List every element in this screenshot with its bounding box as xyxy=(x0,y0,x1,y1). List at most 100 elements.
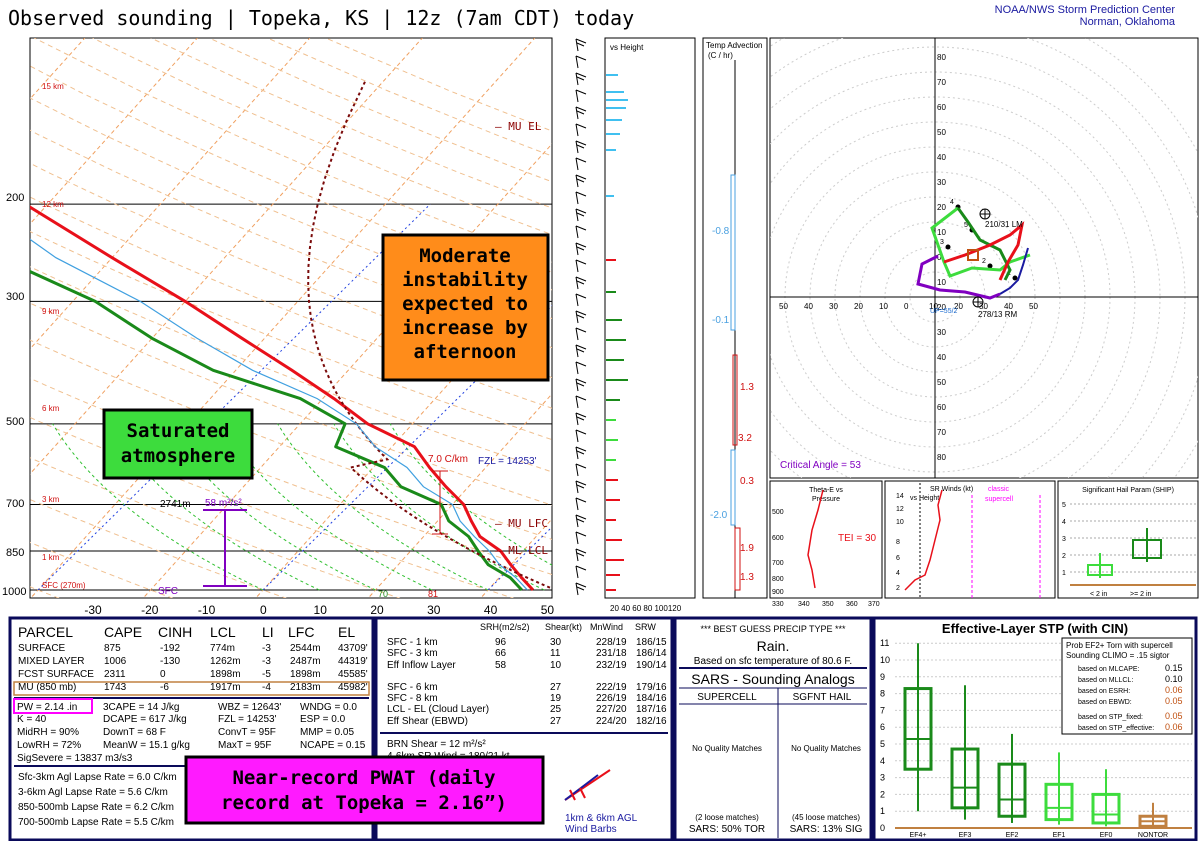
sars-nq-1: No Quality Matches xyxy=(692,744,762,753)
shear-cell: 231/18 xyxy=(596,648,627,659)
mu-row-highlight xyxy=(13,681,370,696)
wind-barb xyxy=(575,225,587,239)
hodograph-frame xyxy=(769,37,1199,479)
barb-flag xyxy=(575,463,587,469)
lapse-850-500: 850-500mb Lapse Rate = 6.2 C/km xyxy=(18,802,174,813)
ship-y-4: 4 xyxy=(1062,519,1066,526)
eff-inflow-srh: 58 m²/s² xyxy=(205,498,242,509)
temp-tick-20: 20 xyxy=(370,603,384,617)
sars-loose-1: (2 loose matches) xyxy=(695,813,759,822)
temp-tick-10: 10 xyxy=(314,603,328,617)
stp-box xyxy=(950,747,980,810)
precip-title: *** BEST GUESS PRECIP TYPE *** xyxy=(700,624,846,634)
wind-barb xyxy=(575,174,587,188)
hodo-ylabel: 80 xyxy=(937,453,946,462)
pressure-label-700: 700 xyxy=(6,498,24,510)
pw-highlight xyxy=(13,698,93,714)
barb-flag xyxy=(576,280,585,285)
barb-staff xyxy=(575,378,579,392)
hodo-xlabel: 30 xyxy=(829,302,838,311)
brn-shear: BRN Shear = 12 m²/s² xyxy=(387,739,486,750)
parcel-cell: -5 xyxy=(262,669,271,680)
barb-flag xyxy=(575,242,587,248)
barb-staff xyxy=(575,38,579,52)
wind-barb xyxy=(575,123,587,137)
classic-label-1: classic xyxy=(988,486,1010,493)
stp-legend-value: 0.15 xyxy=(1165,663,1183,673)
srw-y-14: 14 xyxy=(896,493,904,500)
callout-saturated: Saturated atmosphere xyxy=(102,408,254,480)
barb-flag xyxy=(576,314,585,319)
srw-y-2: 2 xyxy=(896,585,900,592)
temperature-profile xyxy=(30,205,535,592)
temp-tick-0: 0 xyxy=(260,603,267,617)
callout-saturated-line2: atmosphere xyxy=(121,445,235,467)
shear-cell: 30 xyxy=(550,637,562,648)
shear-header-mnwind: MnWind xyxy=(590,622,623,632)
barb-flag xyxy=(575,225,587,231)
precip-basis: Based on sfc temperature of 80.6 F. xyxy=(694,656,852,667)
parcel-header-6: EL xyxy=(338,624,355,640)
temp-tick--20: -20 xyxy=(141,603,159,617)
srw-y-10: 10 xyxy=(896,519,904,526)
pressure-label-1000: 1000 xyxy=(2,586,26,598)
callout-instab-line5: afternoon xyxy=(414,341,517,363)
barb-staff xyxy=(575,327,579,341)
barb-flag xyxy=(576,586,585,591)
hodo-ylabel: 50 xyxy=(937,378,946,387)
wind-barb xyxy=(575,89,587,103)
theta-y-500: 500 xyxy=(772,509,784,516)
barb-flag xyxy=(575,378,587,384)
classic-label-2: supercell xyxy=(985,496,1013,503)
stp-ylabel: 1 xyxy=(880,806,885,816)
wind-barb xyxy=(575,242,587,256)
up-label: UP=55/2 xyxy=(930,308,958,315)
temp-tick-30: 30 xyxy=(427,603,441,617)
ship-y-3: 3 xyxy=(1062,536,1066,543)
idx-mmp: MMP = 0.05 xyxy=(300,727,354,738)
stp-category-label: EF0 xyxy=(1100,832,1113,839)
isotherm xyxy=(30,38,536,598)
parcel-cell: -192 xyxy=(160,643,180,654)
barb-staff xyxy=(575,225,579,239)
barb-flag xyxy=(575,72,587,78)
isotherm xyxy=(30,38,311,350)
shear-cell: SFC - 1 km xyxy=(387,637,438,648)
idx-wbz: WBZ = 12643' xyxy=(218,702,281,713)
isotherm xyxy=(30,38,198,225)
wind-barb xyxy=(575,497,587,511)
srw-y-8: 8 xyxy=(896,539,900,546)
sars-nq-2: No Quality Matches xyxy=(791,744,861,753)
ml-lcl-label: — ML LCL xyxy=(495,544,548,557)
hodo-xlabel: 40 xyxy=(804,302,813,311)
lapse-sfc-3km: Sfc-3km Agl Lapse Rate = 6.0 C/km xyxy=(18,772,177,783)
theta-title-1: Theta-E vs xyxy=(809,487,843,494)
parcel-cell: MIXED LAYER xyxy=(18,656,85,667)
pressure-label-200: 200 xyxy=(6,192,24,204)
shear-cell: 226/19 xyxy=(596,693,627,704)
parcel-cell: 1898m xyxy=(210,669,241,680)
barb-flag xyxy=(575,480,587,486)
wind-barb xyxy=(575,446,587,460)
parcel-cell: -3 xyxy=(262,643,271,654)
wind-barb xyxy=(575,157,587,171)
barb-staff xyxy=(575,293,579,307)
wind-barb-icon xyxy=(564,769,611,801)
dry-adiabat xyxy=(30,129,552,349)
lapse-700-500: 700-500mb Lapse Rate = 5.5 C/km xyxy=(18,817,174,828)
org-name: NOAA/NWS Storm Prediction Center xyxy=(995,4,1176,16)
parcel-cell: 44319' xyxy=(338,656,368,667)
barb-flag xyxy=(575,174,587,180)
barb-staff xyxy=(575,140,579,154)
barb-flag xyxy=(575,191,587,197)
parcel-cell: 0 xyxy=(160,669,166,680)
stp-legend xyxy=(1061,637,1193,735)
stp-legend-value: 0.10 xyxy=(1165,674,1183,684)
shear-cell: 228/19 xyxy=(596,637,627,648)
stp-legend-value: 0.05 xyxy=(1165,711,1183,721)
barb-staff xyxy=(575,191,579,205)
barb-flag xyxy=(575,514,587,520)
temp-advection-panel: Temp Advection (C / hr) -0.8 -0.1 1.3 3.… xyxy=(702,37,768,599)
adv-value-2: -0.1 xyxy=(712,315,730,326)
shear-cell: SFC - 6 km xyxy=(387,682,438,693)
